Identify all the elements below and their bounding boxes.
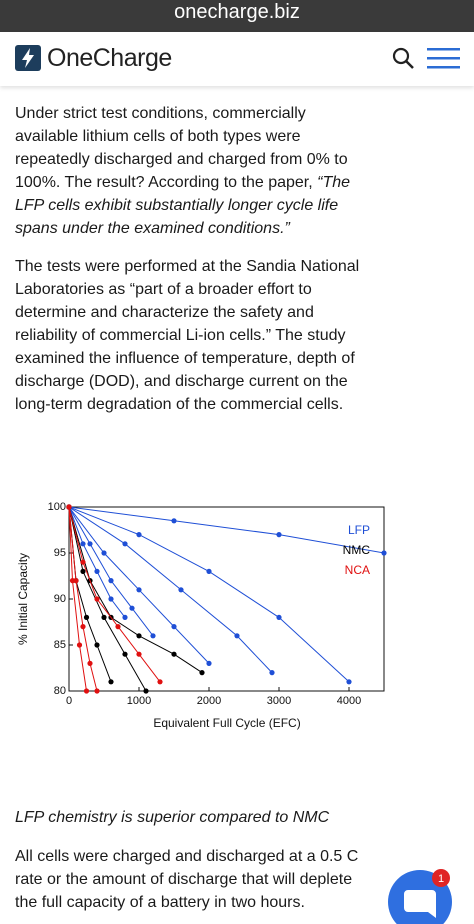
x-tick-label: 1000 xyxy=(127,695,151,707)
cell-point xyxy=(108,578,114,584)
cell-point xyxy=(94,688,100,694)
cell-line xyxy=(68,506,210,664)
cell-point xyxy=(101,550,107,556)
cell-line xyxy=(68,506,87,692)
cell-point xyxy=(66,504,72,510)
cell-point xyxy=(136,587,142,593)
cell-line xyxy=(68,506,161,683)
cell-point xyxy=(381,550,387,556)
cell-line xyxy=(68,506,350,683)
cell-point xyxy=(94,568,100,574)
cell-point xyxy=(108,679,114,685)
legend-entry: NCA xyxy=(345,563,370,577)
url[interactable]: onecharge.biz xyxy=(174,1,300,23)
cell-point xyxy=(94,642,100,648)
x-tick-label: 3000 xyxy=(267,695,291,707)
cell-point xyxy=(80,541,86,547)
cell-line xyxy=(68,506,273,673)
y-tick-label: 100 xyxy=(48,501,66,513)
cell-point xyxy=(94,596,100,602)
cell-point xyxy=(143,688,149,694)
address-bar: onecharge.biz xyxy=(0,0,474,32)
cell-point xyxy=(157,679,163,685)
cell-point xyxy=(122,541,128,547)
y-tick-label: 90 xyxy=(54,593,66,605)
caption: LFP chemistry is superior compared to NM… xyxy=(15,806,360,829)
cell-point xyxy=(136,633,142,639)
text: Under strict test conditions, commercial… xyxy=(15,105,348,191)
y-axis-label: % Initial Capacity xyxy=(16,553,30,645)
cell-line xyxy=(68,506,385,554)
cell-point xyxy=(108,596,114,602)
cell-point xyxy=(83,688,90,694)
cell-point xyxy=(136,651,142,657)
search-icon[interactable] xyxy=(392,47,416,71)
x-tick-label: 4000 xyxy=(337,695,361,707)
cell-point xyxy=(269,670,275,676)
cell-point xyxy=(87,660,93,666)
menu-icon[interactable] xyxy=(427,48,461,70)
cell-point xyxy=(122,614,128,620)
cell-point xyxy=(178,587,184,593)
cell-point xyxy=(101,614,107,620)
legend-entry: LFP xyxy=(348,523,370,537)
cell-point xyxy=(171,518,177,524)
site-header: OneCharge xyxy=(0,32,474,86)
y-tick-label: 80 xyxy=(54,685,66,697)
cell-point xyxy=(129,605,135,611)
brand[interactable]: OneCharge xyxy=(47,44,172,72)
paragraph: Under strict test conditions, commercial… xyxy=(15,102,360,240)
cell-point xyxy=(80,568,86,574)
cell-point xyxy=(80,559,86,565)
cell-point xyxy=(206,568,212,574)
cell-line xyxy=(68,506,147,692)
cell-point xyxy=(276,614,282,620)
cell-point xyxy=(87,541,93,547)
cell-point xyxy=(115,624,121,630)
logo-icon[interactable] xyxy=(15,45,41,71)
x-tick-label: 2000 xyxy=(197,695,221,707)
cell-point xyxy=(83,614,90,620)
cell-point xyxy=(234,633,240,639)
chart: % Initial Capacity Equivalent Full Cycle… xyxy=(16,501,387,730)
cell-point xyxy=(171,651,177,657)
cell-point xyxy=(276,532,282,538)
cell-point xyxy=(80,624,86,630)
cell-point xyxy=(76,642,83,648)
quote: “The LFP cells exhibit substantially lon… xyxy=(15,174,351,237)
cell-point xyxy=(150,633,156,639)
cell-point xyxy=(136,532,142,538)
caption-text: LFP chemistry is superior compared to NM… xyxy=(15,809,330,826)
paragraph: All cells were charged and discharged at… xyxy=(15,848,359,911)
cell-point xyxy=(171,624,177,630)
x-axis-label: Equivalent Full Cycle (EFC) xyxy=(153,716,300,730)
cell-point xyxy=(206,660,212,666)
y-tick-label: 85 xyxy=(54,639,66,651)
cell-point xyxy=(122,651,128,657)
cell-point xyxy=(199,670,205,676)
x-tick-label: 0 xyxy=(66,695,72,707)
cell-line xyxy=(68,506,98,692)
chat-badge: 1 xyxy=(438,873,444,885)
chat-button[interactable]: 1 xyxy=(384,864,456,924)
cell-point xyxy=(69,578,76,584)
cell-point xyxy=(346,679,352,685)
y-tick-label: 95 xyxy=(54,547,66,559)
cell-line xyxy=(68,506,203,674)
legend-entry: NMC xyxy=(343,543,371,557)
paragraph: The tests were performed at the Sandia N… xyxy=(15,258,360,413)
